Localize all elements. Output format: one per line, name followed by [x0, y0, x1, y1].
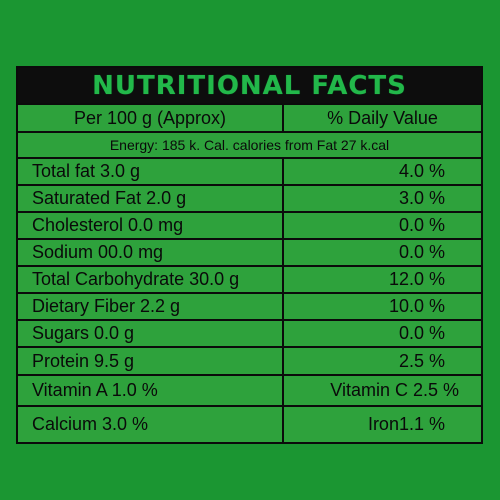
- nutrient-daily-value: 4.0 %: [282, 159, 481, 184]
- iron-label: Iron: [367, 414, 399, 434]
- table-row: Saturated Fat 2.0 g 3.0 %: [18, 184, 481, 211]
- iron-cell: Iron 1.1 %: [282, 407, 481, 442]
- panel-title: NUTRITIONAL FACTS: [92, 70, 407, 101]
- table-row: Total Carbohydrate 30.0 g 12.0 %: [18, 265, 481, 292]
- table-row: Total fat 3.0 g 4.0 %: [18, 157, 481, 184]
- nutrient-daily-value: 12.0 %: [282, 267, 481, 292]
- nutrient-daily-value: 10.0 %: [282, 294, 481, 319]
- table-row: Dietary Fiber 2.2 g 10.0 %: [18, 292, 481, 319]
- table-row: Protein 9.5 g 2.5 %: [18, 346, 481, 374]
- table-row: Sugars 0.0 g 0.0 %: [18, 319, 481, 346]
- header-daily-value: % Daily Value: [282, 105, 481, 131]
- nutrient-name: Sodium 00.0 mg: [32, 242, 164, 262]
- vitamin-c: Vitamin C 2.5 %: [282, 376, 481, 405]
- nutrient-name: Protein 9.5 g: [32, 350, 135, 371]
- vitamins-row: Vitamin A 1.0 % Vitamin C 2.5 %: [18, 374, 481, 405]
- table-row: Sodium 00.0 mg 0.0 %: [18, 238, 481, 265]
- nutrient-daily-value: 2.5 %: [282, 348, 481, 374]
- energy-text: Energy: 185 k. Cal. calories from Fat 27…: [109, 137, 390, 153]
- minerals-row: Calcium 3.0 % Iron 1.1 %: [18, 405, 481, 442]
- nutrient-daily-value: 0.0 %: [282, 213, 481, 238]
- iron-value: 1.1 %: [398, 414, 445, 434]
- nutrient-name: Sugars 0.0 g: [32, 323, 135, 343]
- nutrient-name: Dietary Fiber 2.2 g: [32, 296, 181, 316]
- nutrient-name: Total fat 3.0 g: [32, 161, 141, 181]
- header-row: Per 100 g (Approx) % Daily Value: [18, 103, 481, 131]
- nutrient-name: Cholesterol 0.0 mg: [32, 215, 184, 235]
- vitamin-a: Vitamin A 1.0 %: [32, 380, 158, 400]
- table-row: Cholesterol 0.0 mg 0.0 %: [18, 211, 481, 238]
- title-bar: NUTRITIONAL FACTS: [18, 68, 481, 103]
- nutrient-name: Total Carbohydrate 30.0 g: [32, 269, 240, 289]
- nutrient-name: Saturated Fat 2.0 g: [32, 188, 187, 208]
- energy-row: Energy: 185 k. Cal. calories from Fat 27…: [18, 131, 481, 157]
- nutrient-daily-value: 0.0 %: [282, 321, 481, 346]
- calcium: Calcium 3.0 %: [32, 414, 149, 434]
- nutrient-daily-value: 3.0 %: [282, 186, 481, 211]
- header-per-100g: Per 100 g (Approx): [73, 107, 227, 128]
- nutrient-daily-value: 0.0 %: [282, 240, 481, 265]
- nutrition-facts-panel: NUTRITIONAL FACTS Per 100 g (Approx) % D…: [16, 66, 483, 444]
